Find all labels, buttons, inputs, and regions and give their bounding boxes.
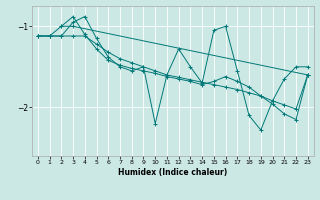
X-axis label: Humidex (Indice chaleur): Humidex (Indice chaleur) <box>118 168 228 177</box>
